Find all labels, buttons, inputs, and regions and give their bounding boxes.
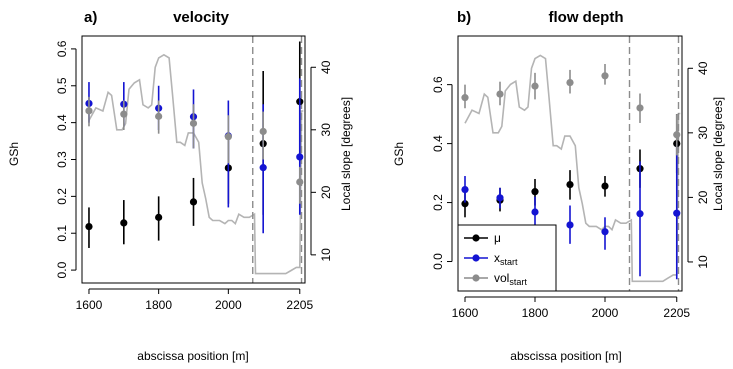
x_start-point: [496, 194, 504, 202]
y-tick-label: 0.3: [55, 151, 69, 168]
mu-point: [601, 182, 609, 190]
y2-tick-label: 40: [319, 60, 333, 74]
x-tick-label: 2205: [663, 306, 690, 320]
vol_start-point: [155, 112, 163, 120]
legend-marker-x_start: [472, 254, 480, 262]
x_start-point: [296, 153, 304, 161]
vol_start-point: [189, 119, 198, 127]
legend-marker-mu: [472, 234, 480, 242]
legend-label-subscript: start: [509, 277, 527, 287]
vol_start-point: [601, 72, 609, 80]
y-tick-label: 0.4: [55, 114, 69, 131]
panel-flow-depth: b) flow depth abscissa position [m] GSh …: [392, 9, 725, 363]
x-tick-label: 1800: [145, 298, 172, 312]
x-tick-label: 2205: [286, 298, 313, 312]
y-tick-label: 0.1: [55, 225, 69, 242]
mu-point: [566, 180, 574, 189]
x-tick-label: 1800: [522, 306, 549, 320]
vol_start-point: [224, 133, 232, 141]
panel-velocity: a) velocity abscissa position [m] GSh Lo…: [7, 9, 353, 363]
x-tick-label: 1600: [76, 298, 103, 312]
y-axis-label: GSh: [392, 142, 406, 166]
legend-label-x_start: xstart: [494, 251, 518, 267]
y-tick-label: 0.2: [55, 188, 69, 205]
vol_start-point: [85, 107, 93, 115]
y-tick-label: 0.6: [431, 76, 445, 93]
y-tick-label: 0.0: [55, 261, 69, 278]
y-axis-label: GSh: [7, 142, 21, 166]
x_start-point: [461, 185, 469, 194]
y-tick-label: 0.4: [431, 135, 445, 152]
vol_start-point: [496, 90, 504, 98]
panel-label: a): [84, 9, 97, 26]
y2-axis-label: Local slope [degrees]: [711, 97, 725, 211]
plot-frame: [81, 35, 306, 284]
y2-tick-label: 10: [696, 255, 710, 269]
y2-tick-label: 20: [319, 185, 333, 199]
mu-point: [120, 219, 128, 227]
legend-label-subscript: start: [500, 257, 518, 267]
x_start-point: [636, 210, 644, 218]
legend-marker-vol_start: [472, 274, 480, 282]
x_start-point: [601, 228, 609, 236]
x-tick-label: 2000: [215, 298, 242, 312]
vol_start-point: [673, 131, 681, 139]
panel-label: b): [457, 9, 471, 26]
vol_start-point: [566, 78, 574, 87]
panel-title: flow depth: [549, 9, 624, 26]
panel-title: velocity: [173, 9, 230, 26]
x-tick-label: 1600: [452, 306, 479, 320]
x_start-point: [673, 209, 681, 217]
vol_start-point: [636, 104, 644, 112]
mu-point: [461, 200, 469, 208]
slope-profile-line: [88, 53, 304, 275]
mu-point: [531, 188, 539, 196]
legend-label-vol_start: volstart: [494, 271, 527, 287]
y-tick-label: 0.5: [55, 77, 69, 94]
y2-tick-label: 10: [319, 248, 333, 262]
y-tick-label: 0.2: [431, 194, 445, 211]
plot-frame: [457, 35, 683, 292]
mu-point: [189, 198, 198, 206]
legend-label-mu: μ: [494, 231, 501, 245]
y2-axis-label: Local slope [degrees]: [339, 97, 353, 211]
x_start-point: [259, 164, 267, 172]
y2-tick-label: 20: [696, 190, 710, 204]
x_start-point: [566, 221, 574, 229]
x-tick-label: 2000: [592, 306, 619, 320]
legend-label-main: μ: [494, 231, 501, 245]
x-axis-label: abscissa position [m]: [510, 349, 621, 363]
y2-tick-label: 40: [696, 61, 710, 75]
y-tick-label: 0.0: [431, 253, 445, 270]
x_start-point: [531, 208, 539, 216]
legend-label-main: vol: [494, 271, 509, 285]
y2-tick-label: 30: [319, 123, 333, 137]
legend-label-main: x: [494, 251, 500, 265]
vol_start-point: [259, 127, 267, 136]
vol_start-point: [461, 94, 469, 102]
mu-point: [85, 222, 93, 231]
y2-tick-label: 30: [696, 126, 710, 140]
vol_start-point: [296, 178, 304, 186]
y-tick-label: 0.6: [55, 40, 69, 57]
vol_start-point: [531, 82, 539, 90]
vol_start-point: [120, 110, 128, 118]
slope-profile-line: [464, 54, 681, 283]
x-axis-label: abscissa position [m]: [137, 349, 248, 363]
mu-point: [155, 213, 163, 221]
